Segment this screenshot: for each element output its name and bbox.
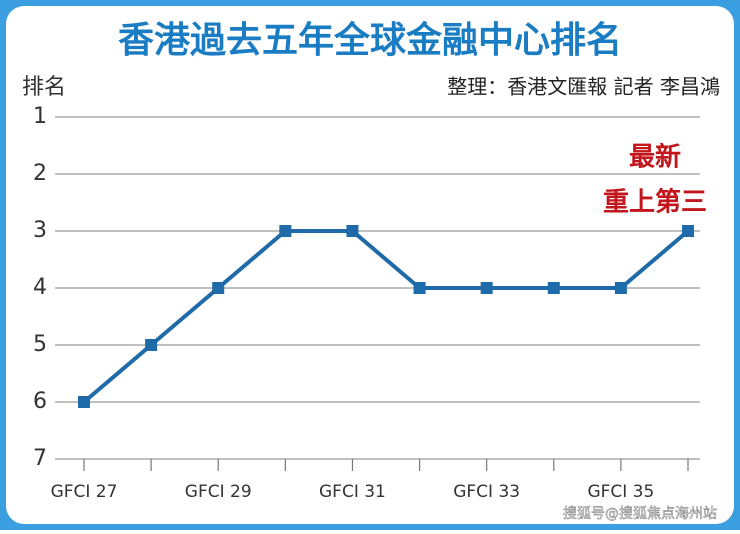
y-tick-label: 2 [33, 161, 47, 186]
marker [78, 396, 90, 408]
line [82, 229, 690, 404]
chart-title: 香港過去五年全球金融中心排名 [118, 19, 622, 61]
y-tick-label: 3 [33, 218, 47, 243]
marker [346, 225, 359, 237]
marker [614, 282, 627, 294]
y-tick-label: 6 [33, 389, 47, 414]
y-tick-label: 5 [33, 332, 47, 357]
marker [413, 282, 426, 294]
panel [6, 6, 734, 524]
marker [145, 339, 158, 351]
x-tick-label: GFCI 33 [453, 482, 520, 502]
y-tick-label: 1 [33, 104, 47, 129]
marker [279, 225, 292, 237]
annotation: 最新 [629, 142, 681, 173]
x-tick-label: GFCI 27 [51, 482, 118, 502]
watermark: 搜狐号@搜狐焦点海州站 [563, 506, 717, 522]
marker [480, 282, 493, 294]
y-tick-label: 7 [33, 446, 47, 471]
x-tick-label: GFCI 31 [319, 482, 386, 502]
x-tick-label: GFCI 29 [185, 482, 252, 502]
marker [547, 282, 560, 294]
x-tick-label: GFCI 35 [587, 482, 654, 502]
y-axis-label: 排名 [22, 75, 66, 100]
source: 整理：香港文匯報 記者 李昌鴻 [447, 75, 720, 99]
marker [682, 225, 694, 237]
y-tick-label: 4 [33, 275, 47, 300]
annotation: 重上第三 [603, 187, 707, 218]
marker [212, 282, 225, 294]
